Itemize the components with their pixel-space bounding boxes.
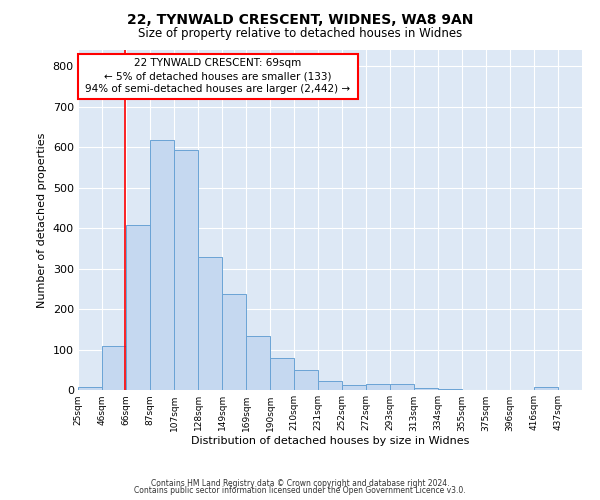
Bar [198, 257, 222, 390]
Bar [174, 150, 198, 390]
Bar [270, 358, 294, 390]
Bar [78, 387, 102, 390]
Bar [150, 140, 174, 390]
Text: Size of property relative to detached houses in Widnes: Size of property relative to detached ho… [138, 28, 462, 40]
Bar [390, 384, 414, 390]
Bar [534, 387, 558, 390]
Bar [126, 226, 150, 390]
Text: 22 TYNWALD CRESCENT: 69sqm: 22 TYNWALD CRESCENT: 69sqm [134, 58, 302, 68]
Bar [366, 384, 390, 390]
FancyBboxPatch shape [78, 54, 358, 100]
Bar [342, 384, 366, 390]
Bar [294, 370, 318, 390]
X-axis label: Distribution of detached houses by size in Widnes: Distribution of detached houses by size … [191, 436, 469, 446]
Text: ← 5% of detached houses are smaller (133): ← 5% of detached houses are smaller (133… [104, 71, 332, 81]
Bar [318, 381, 342, 390]
Text: Contains public sector information licensed under the Open Government Licence v3: Contains public sector information licen… [134, 486, 466, 495]
Text: 22, TYNWALD CRESCENT, WIDNES, WA8 9AN: 22, TYNWALD CRESCENT, WIDNES, WA8 9AN [127, 12, 473, 26]
Bar [246, 336, 270, 390]
Text: 94% of semi-detached houses are larger (2,442) →: 94% of semi-detached houses are larger (… [85, 84, 350, 94]
Bar [414, 388, 438, 390]
Y-axis label: Number of detached properties: Number of detached properties [37, 132, 47, 308]
Bar [222, 294, 246, 390]
Bar [102, 346, 126, 390]
Bar [438, 389, 462, 390]
Text: Contains HM Land Registry data © Crown copyright and database right 2024.: Contains HM Land Registry data © Crown c… [151, 478, 449, 488]
